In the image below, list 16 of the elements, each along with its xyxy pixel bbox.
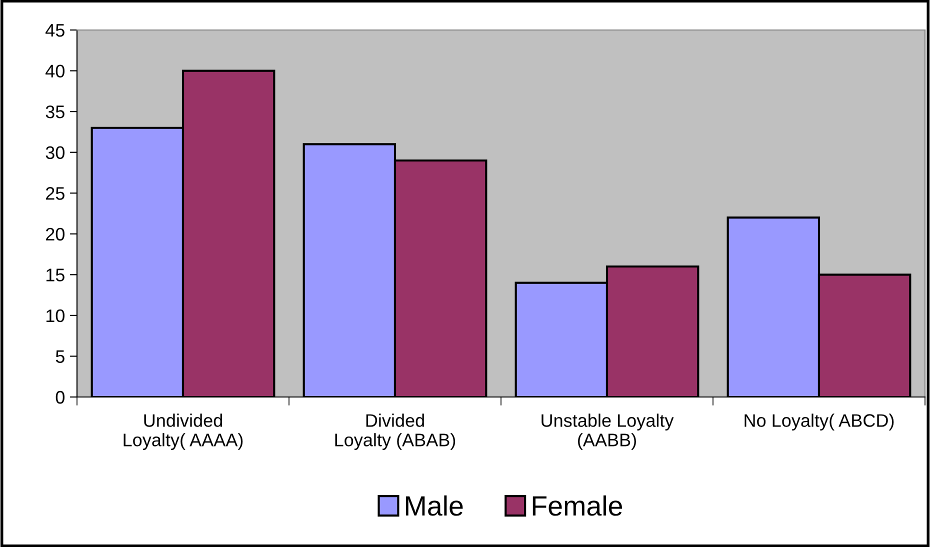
legend-label: Male: [406, 495, 463, 516]
y-tick-label: 45: [46, 24, 64, 37]
y-tick-label: 5: [56, 350, 64, 363]
y-tick-label: 0: [56, 390, 64, 404]
y-tick-label: 40: [46, 64, 64, 78]
legend-label: Female: [532, 495, 622, 516]
x-tick-label: Undivided Loyalty( AAAA): [124, 414, 243, 450]
y-tick-label: 10: [46, 309, 64, 322]
x-tick-label: No Loyalty( ABCD): [744, 414, 894, 430]
x-tick-label: Unstable Loyalty (AABB): [542, 414, 674, 450]
y-tick-label: 35: [46, 105, 64, 118]
y-tick-label: 15: [46, 268, 64, 282]
y-tick-label: 25: [46, 187, 64, 200]
y-tick-label: 30: [46, 146, 64, 160]
y-tick-label: 20: [46, 228, 64, 241]
x-tick-label: Divided Loyalty (ABAB): [335, 414, 456, 450]
